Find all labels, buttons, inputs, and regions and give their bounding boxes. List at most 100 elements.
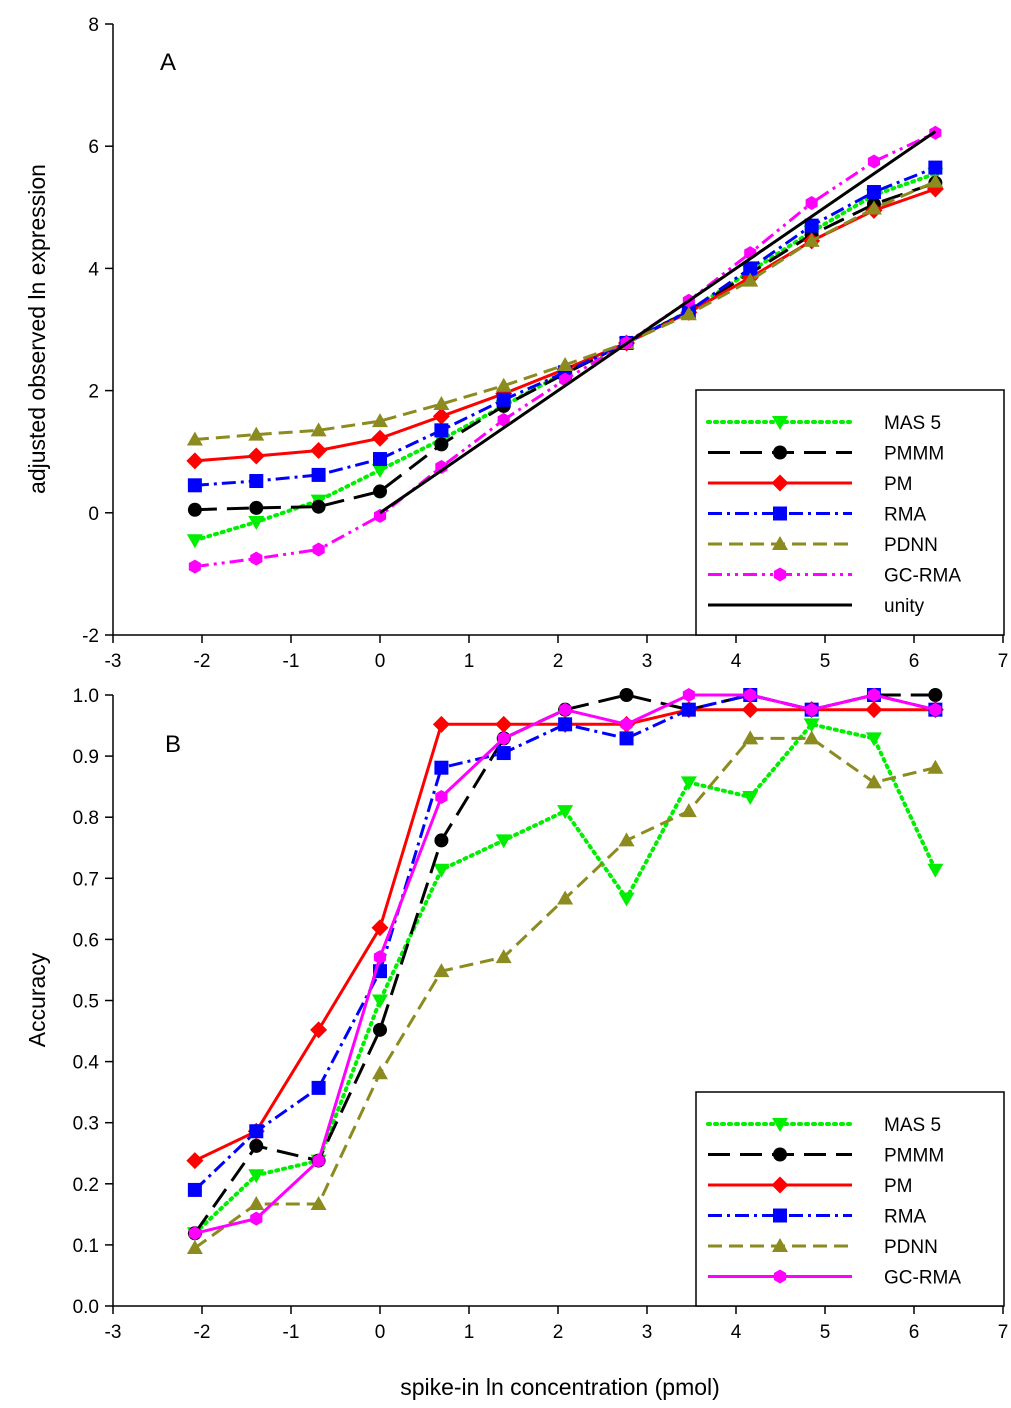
data-point <box>557 356 574 371</box>
data-point <box>495 949 512 964</box>
data-point <box>742 730 759 745</box>
legend-marker <box>773 567 787 582</box>
data-point <box>434 760 449 775</box>
data-point <box>803 730 820 745</box>
data-point <box>187 1182 202 1197</box>
x-tick-label: 7 <box>998 651 1009 672</box>
data-point <box>249 1124 264 1139</box>
data-point <box>312 542 325 557</box>
x-tick-label: 7 <box>998 1322 1009 1343</box>
data-point <box>310 422 327 437</box>
data-point <box>867 154 880 169</box>
data-point <box>248 1169 265 1184</box>
data-point <box>865 701 883 719</box>
x-tick-label: -3 <box>105 1322 122 1343</box>
legend-label: PDNN <box>884 535 938 556</box>
data-point <box>372 1065 388 1080</box>
legend-label: GC-RMA <box>884 1268 961 1289</box>
data-point <box>435 790 448 804</box>
data-point <box>866 185 881 200</box>
legend-marker <box>773 1208 787 1223</box>
data-point <box>433 396 450 411</box>
data-point <box>372 464 388 479</box>
data-point <box>620 717 633 732</box>
data-point <box>867 688 880 702</box>
data-point <box>433 963 450 978</box>
x-tick-label: 5 <box>820 651 831 672</box>
data-point <box>496 746 511 761</box>
legend-marker <box>772 1238 788 1252</box>
data-point <box>927 759 944 774</box>
legend-label: PMMM <box>884 444 944 465</box>
y-tick-label: 0.0 <box>73 1297 99 1318</box>
legend-marker <box>772 1118 788 1132</box>
data-point <box>618 892 635 907</box>
data-point <box>249 474 264 489</box>
y-axis-label: adjusted observed ln expression <box>24 164 50 494</box>
legend-marker <box>773 1147 787 1162</box>
y-tick-label: 0.2 <box>73 1175 99 1196</box>
y-tick-label: 0.9 <box>73 747 99 768</box>
data-point <box>371 919 389 937</box>
x-tick-label: 3 <box>642 651 653 672</box>
data-point <box>929 702 942 717</box>
data-point <box>248 515 265 530</box>
legend-label: RMA <box>884 1207 927 1228</box>
legend-label: GC-RMA <box>884 566 961 587</box>
data-point <box>803 718 820 733</box>
data-point <box>187 478 202 493</box>
data-point <box>804 218 819 233</box>
data-point <box>249 500 264 515</box>
legend-label: MAS 5 <box>884 413 941 434</box>
series-line <box>379 130 937 515</box>
data-point <box>495 377 512 392</box>
data-point <box>618 832 635 847</box>
x-tick-label: 1 <box>464 651 475 672</box>
y-tick-label: 0.4 <box>73 1053 100 1074</box>
legend: MAS 5 PMMM PM RMA PDNN GC-RMA <box>695 1091 1005 1307</box>
data-point <box>805 196 818 210</box>
data-point <box>434 423 449 438</box>
data-point <box>373 950 387 965</box>
data-point <box>681 702 696 717</box>
data-point <box>311 467 326 482</box>
data-point <box>497 731 510 746</box>
data-point <box>865 774 882 789</box>
x-tick-label: 4 <box>731 651 742 672</box>
legend-marker <box>773 506 787 521</box>
data-point <box>495 834 512 849</box>
data-point <box>310 1021 328 1039</box>
y-tick-label: 6 <box>88 137 99 158</box>
y-tick-label: 1.0 <box>73 686 99 707</box>
data-point <box>927 173 944 188</box>
data-point <box>928 688 943 702</box>
data-point <box>865 732 882 747</box>
data-point <box>186 1239 203 1254</box>
data-point <box>497 412 510 427</box>
data-point <box>619 688 634 702</box>
data-point <box>186 431 203 446</box>
legend-marker <box>773 1269 787 1284</box>
data-point <box>372 994 388 1009</box>
x-tick-label: 1 <box>464 1322 475 1343</box>
legend-marker <box>773 445 787 460</box>
data-point <box>186 1152 204 1170</box>
data-point <box>312 1153 325 1168</box>
legend-marker <box>772 536 788 550</box>
data-point <box>187 502 202 517</box>
data-point <box>495 715 513 733</box>
x-tick-label: -1 <box>283 1322 300 1343</box>
legend-label: PMMM <box>884 1146 944 1167</box>
data-point <box>432 715 450 733</box>
y-tick-label: 0.7 <box>73 869 99 890</box>
x-tick-label: 0 <box>375 1322 386 1343</box>
y-tick-label: 0.1 <box>73 1236 99 1257</box>
data-point <box>680 306 697 321</box>
data-point <box>557 890 574 905</box>
data-point <box>372 413 388 428</box>
data-point <box>741 701 759 719</box>
data-point <box>496 392 511 407</box>
x-tick-label: 5 <box>820 1322 831 1343</box>
